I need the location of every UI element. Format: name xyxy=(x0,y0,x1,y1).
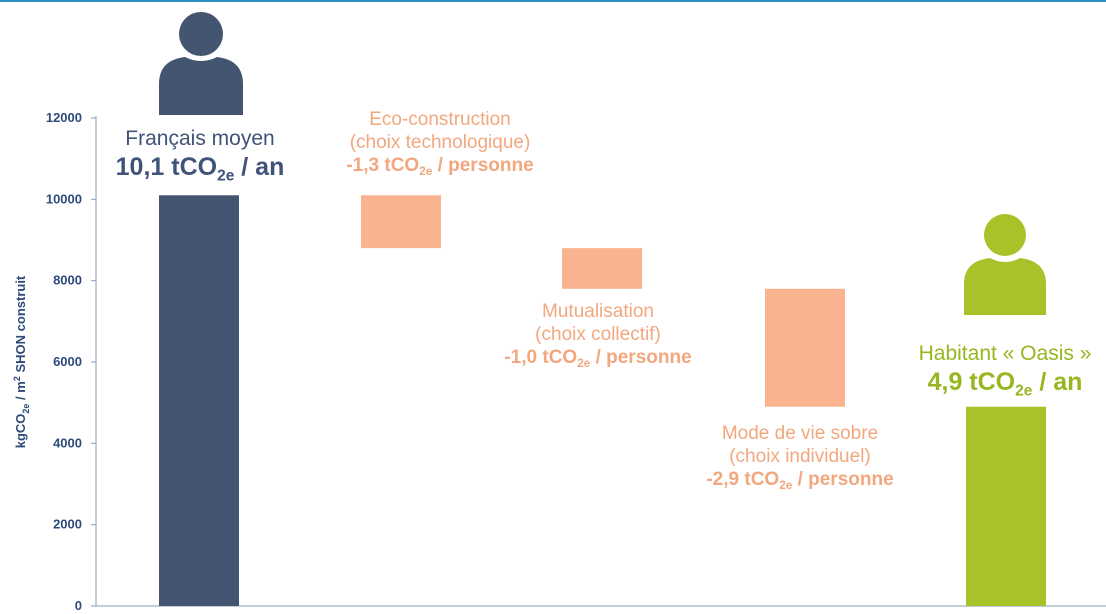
y-tick-label: 4000 xyxy=(53,435,82,450)
label-mode-de-vie-sobre: Mode de vie sobre (choix individuel) -2,… xyxy=(650,422,950,492)
label-value: 4,9 tCO2e / an xyxy=(927,367,1083,400)
label-francais-moyen: Français moyen 10,1 tCO2e / an xyxy=(95,126,305,185)
label-value: 10,1 tCO2e / an xyxy=(115,152,285,185)
person-green-icon xyxy=(964,214,1046,315)
label-name: Français moyen xyxy=(125,127,275,150)
bar-decrease xyxy=(765,288,845,407)
person-dark-icon xyxy=(159,12,243,115)
y-tick-label: 6000 xyxy=(53,354,82,369)
label-line: Eco-construction xyxy=(369,109,511,130)
label-mutualisation: Mutualisation (choix collectif) -1,0 tCO… xyxy=(448,300,748,370)
label-eco-construction: Eco-construction (choix technologique) -… xyxy=(290,108,590,178)
label-line: (choix technologique) xyxy=(349,132,531,154)
y-axis-label-part: kgCO xyxy=(13,414,28,449)
bar-total xyxy=(159,195,239,606)
y-axis: 0 2000 4000 6000 8000 10000 12000 xyxy=(46,110,1106,613)
label-value: -2,9 tCO2e / personne xyxy=(706,469,894,493)
bars xyxy=(159,195,1046,606)
label-line: Mutualisation xyxy=(542,301,654,322)
label-name: Habitant « Oasis » xyxy=(918,342,1092,365)
label-value: -1,0 tCO2e / personne xyxy=(504,347,692,371)
y-axis-label-part: 2 xyxy=(12,376,22,381)
label-value: -1,3 tCO2e / personne xyxy=(346,155,534,179)
label-habitant-oasis: Habitant « Oasis » 4,9 tCO2e / an xyxy=(880,341,1106,400)
y-tick-label: 0 xyxy=(75,598,82,613)
y-axis-label-part: 2e xyxy=(21,404,31,414)
icons xyxy=(159,12,1046,315)
top-rule xyxy=(0,0,1106,2)
y-axis-label: kgCO2e / m2 SHON construit xyxy=(12,275,31,448)
y-axis-label-part: / m xyxy=(13,381,28,403)
y-tick-label: 2000 xyxy=(53,517,82,532)
y-tick-label: 10000 xyxy=(46,191,82,206)
bar-decrease xyxy=(562,248,642,289)
y-tick-label: 8000 xyxy=(53,273,82,288)
y-tick-label: 12000 xyxy=(46,110,82,125)
bar-total xyxy=(966,406,1046,606)
label-line: Mode de vie sobre xyxy=(721,423,879,444)
bar-decrease xyxy=(361,195,441,249)
label-line: (choix individuel) xyxy=(729,446,871,468)
y-axis-label-part: SHON construit xyxy=(13,275,28,376)
label-line: (choix collectif) xyxy=(535,324,661,346)
